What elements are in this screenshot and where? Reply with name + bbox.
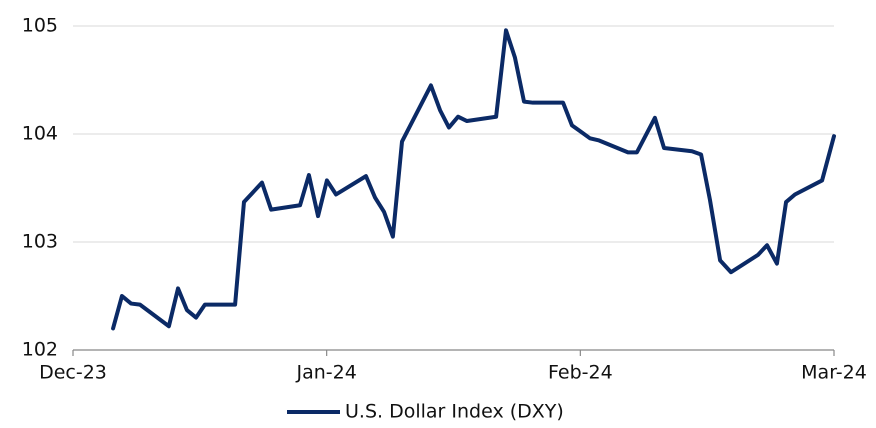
legend-label: U.S. Dollar Index (DXY) [345, 401, 564, 423]
x-tick-label: Dec-23 [39, 362, 107, 384]
x-tick-label: Mar-24 [801, 362, 867, 384]
x-tick-label: Jan-24 [296, 362, 357, 384]
y-tick-label: 104 [22, 123, 58, 145]
y-tick-label: 102 [22, 339, 58, 361]
data-line [111, 28, 836, 331]
y-tick-label: 103 [22, 231, 58, 253]
x-tick-label: Feb-24 [548, 362, 613, 384]
y-tick-label: 105 [22, 15, 58, 37]
